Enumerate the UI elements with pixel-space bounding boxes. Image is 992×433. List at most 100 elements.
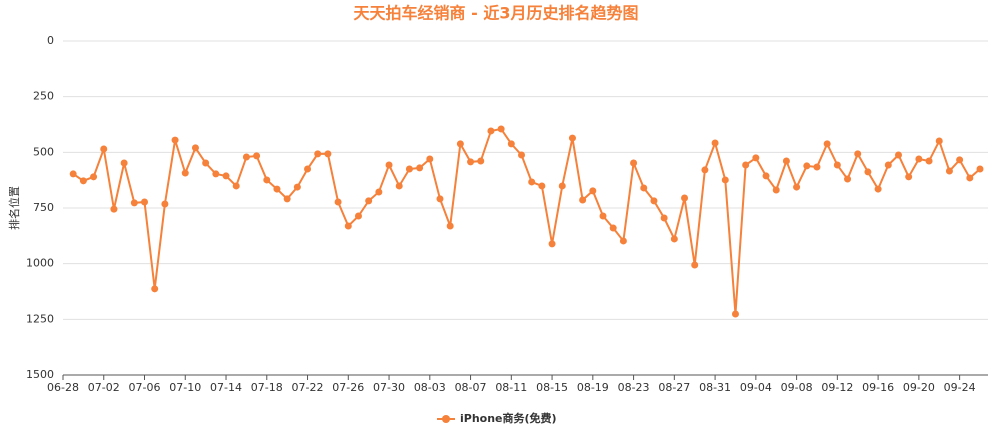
data-point (579, 196, 587, 204)
data-point (884, 161, 892, 169)
data-point (518, 151, 525, 159)
x-tick-label: 08-11 (495, 381, 527, 394)
x-tick-label: 07-10 (169, 381, 201, 394)
data-point (681, 194, 689, 202)
data-point (90, 173, 98, 181)
x-tick-label: 08-31 (699, 381, 731, 394)
data-point (691, 261, 699, 269)
data-point (426, 155, 434, 163)
data-point (365, 197, 373, 205)
data-point (864, 168, 872, 176)
data-point (130, 199, 138, 207)
data-point (375, 188, 383, 196)
data-point (568, 134, 576, 142)
x-tick-label: 09-04 (740, 381, 772, 394)
data-point (823, 140, 831, 148)
data-point (395, 182, 403, 190)
y-tick-label: 1250 (26, 312, 54, 325)
x-tick-label: 07-18 (251, 381, 283, 394)
data-point (100, 145, 108, 153)
data-point (334, 198, 342, 206)
data-point (956, 156, 964, 164)
data-point (844, 175, 852, 183)
data-point (874, 185, 882, 193)
data-point (833, 161, 841, 169)
data-point (925, 157, 933, 165)
data-point (69, 170, 77, 178)
data-point (507, 140, 515, 148)
data-point (670, 235, 678, 243)
data-point (905, 173, 913, 181)
data-point (813, 163, 821, 171)
data-point (935, 137, 943, 145)
legend-label: iPhone商务(免费) (460, 411, 557, 425)
data-point (976, 165, 984, 173)
data-point (711, 139, 719, 147)
data-point (79, 177, 87, 185)
data-point (293, 183, 301, 191)
x-tick-label: 07-22 (292, 381, 324, 394)
data-point (945, 167, 953, 175)
data-point (405, 165, 413, 173)
x-tick-label: 08-19 (577, 381, 609, 394)
data-point (354, 212, 362, 220)
data-point (344, 222, 352, 230)
data-point (477, 157, 485, 165)
data-point (752, 154, 760, 162)
data-point (171, 136, 179, 144)
x-tick-label: 07-26 (332, 381, 364, 394)
data-point (660, 214, 668, 222)
data-point (324, 150, 332, 158)
data-point (487, 127, 495, 135)
x-tick-label: 07-06 (129, 381, 161, 394)
data-point (497, 125, 505, 133)
data-point (253, 152, 261, 160)
x-tick-label: 07-14 (210, 381, 242, 394)
y-axis-label: 排名位置 (7, 186, 21, 230)
x-tick-label: 09-12 (821, 381, 853, 394)
data-point (456, 140, 464, 148)
data-point (793, 183, 801, 191)
x-tick-label: 09-08 (781, 381, 813, 394)
data-point (283, 195, 291, 203)
x-tick-label: 06-28 (47, 381, 79, 394)
y-tick-label: 750 (33, 201, 54, 214)
data-point (915, 155, 923, 163)
data-point (385, 161, 393, 169)
data-point (742, 161, 750, 169)
data-point (141, 198, 149, 206)
data-point (263, 176, 271, 184)
data-point (120, 159, 128, 167)
data-point (762, 172, 770, 180)
data-point (528, 178, 536, 186)
data-point (416, 164, 424, 172)
data-point (650, 197, 658, 205)
data-point (222, 172, 230, 180)
x-tick-label: 08-07 (455, 381, 487, 394)
x-tick-label: 07-30 (373, 381, 405, 394)
data-point (191, 144, 199, 152)
chart-title: 天天拍车经销商 - 近3月历史排名趋势图 (354, 4, 639, 23)
y-tick-label: 0 (47, 34, 54, 47)
data-point (782, 157, 790, 165)
data-point (721, 176, 729, 184)
data-point (731, 310, 739, 318)
data-point (110, 205, 118, 213)
data-point (772, 186, 780, 194)
data-point (609, 224, 617, 232)
x-tick-label: 07-02 (88, 381, 120, 394)
data-point (599, 212, 607, 220)
x-tick-label: 08-23 (618, 381, 650, 394)
data-point (151, 285, 159, 293)
x-tick-label: 08-15 (536, 381, 568, 394)
data-point (304, 165, 312, 173)
data-point (161, 200, 169, 208)
data-point (446, 222, 454, 230)
data-point (640, 184, 648, 192)
data-point (538, 182, 546, 190)
y-tick-label: 1000 (26, 257, 54, 270)
y-tick-label: 250 (33, 90, 54, 103)
data-point (436, 195, 444, 203)
data-point (803, 162, 811, 170)
